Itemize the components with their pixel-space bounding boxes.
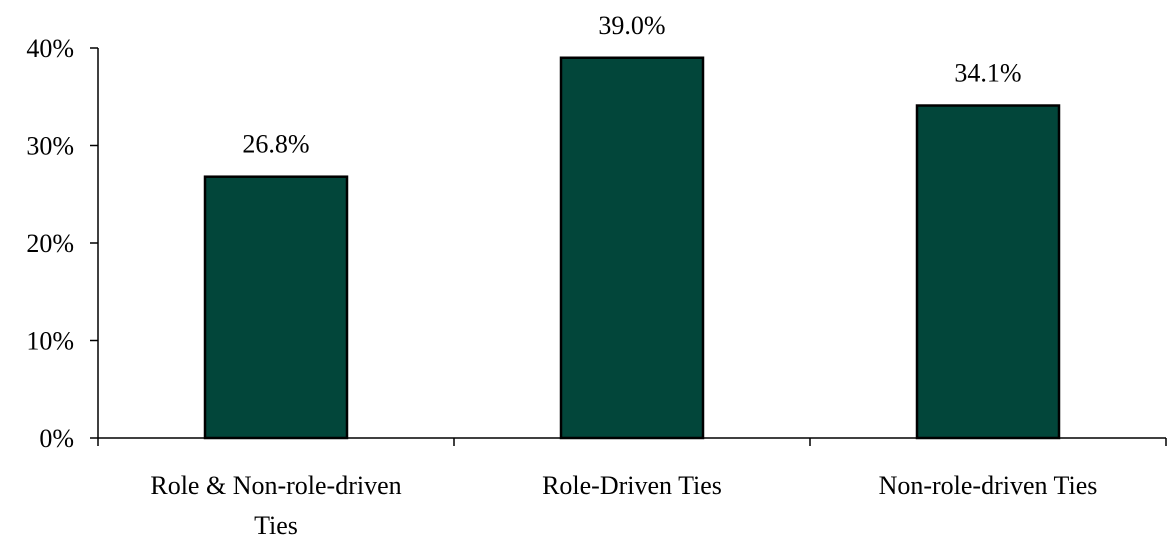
y-axis: 0% 10% 20% 30% 40% — [26, 34, 99, 453]
bar-3 — [915, 104, 1061, 440]
y-tick-label: 20% — [26, 229, 74, 258]
data-label-2: 39.0% — [598, 11, 665, 40]
data-labels: 26.8% 39.0% 34.1% — [242, 11, 1021, 159]
bars — [203, 56, 1061, 440]
bar-2 — [559, 56, 705, 440]
bar-1 — [203, 175, 349, 440]
category-labels: Role & Non-role-driven Ties Role-Driven Ti… — [150, 471, 1097, 540]
category-label: Role-Driven Ties — [542, 471, 722, 500]
category-label: Ties — [254, 511, 298, 540]
y-tick-label: 30% — [26, 132, 74, 161]
y-tick-label: 10% — [26, 327, 74, 356]
data-label-1: 26.8% — [242, 130, 309, 159]
data-label-3: 34.1% — [954, 59, 1021, 88]
y-tick-label: 40% — [26, 34, 74, 63]
category-label: Role & Non-role-driven — [150, 471, 401, 500]
y-tick-label: 0% — [39, 424, 74, 453]
category-label: Non-role-driven Ties — [879, 471, 1098, 500]
